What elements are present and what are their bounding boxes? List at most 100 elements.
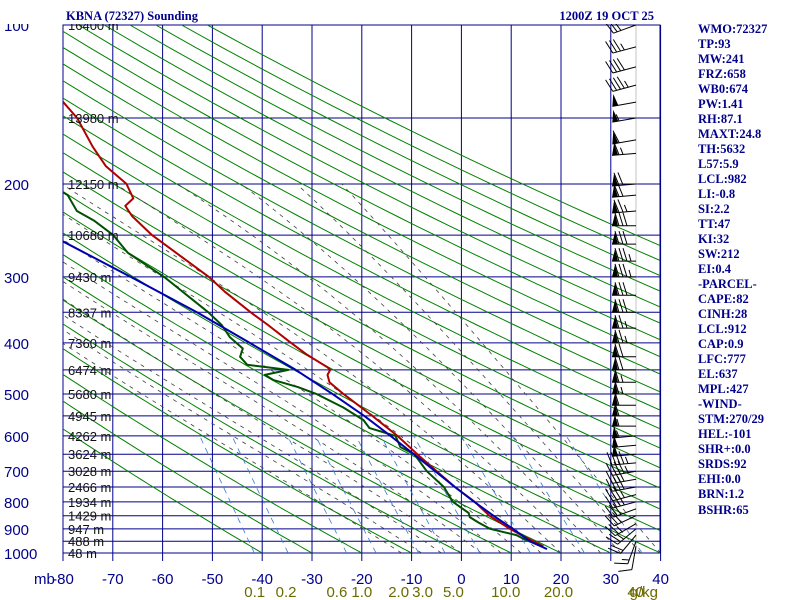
y-tick-label: 800 [4, 495, 29, 512]
wind-barb [612, 172, 637, 187]
dry-adiabat-line [129, 25, 660, 292]
stat-line: BSHR:65 [698, 502, 749, 517]
stat-line: -PARCEL- [698, 277, 757, 292]
stat-line: SRDS:92 [698, 457, 747, 472]
mixing-ratio-line [355, 435, 420, 553]
moist-adiabat-line [115, 183, 582, 553]
moist-adiabat-line [63, 281, 482, 553]
wind-barb [612, 369, 636, 383]
height-label: 6474 m [68, 363, 111, 378]
height-label: 3028 m [68, 464, 111, 479]
dry-adiabat-line [63, 171, 660, 489]
wind-barb [605, 39, 637, 54]
stat-line: SW:212 [698, 247, 740, 262]
mixing-ratio-line [287, 435, 347, 553]
stat-line: RH:87.1 [698, 112, 743, 127]
x-tick-label: -20 [351, 571, 373, 588]
height-label: 7360 m [68, 336, 111, 351]
height-label: 9430 m [68, 270, 111, 285]
stat-line: MPL:427 [698, 382, 749, 397]
stat-line: STM:270/29 [698, 412, 764, 427]
wind-barb [612, 380, 636, 395]
x-tick-label: -40 [251, 571, 273, 588]
dry-adiabat-line [63, 30, 660, 341]
wind-barb [604, 512, 637, 527]
wind-barb [612, 130, 637, 145]
stat-line: PW:1.41 [698, 97, 744, 112]
wind-barb [605, 58, 637, 74]
wind-barb [605, 486, 637, 502]
mixing-ratio-line [380, 435, 446, 553]
mixing-ratio-label: 0.1 [244, 584, 265, 600]
wind-barb [612, 109, 637, 123]
height-label: 947 m [68, 522, 104, 537]
y-tick-label: 500 [4, 387, 29, 404]
stat-line: BRN:1.2 [698, 487, 745, 502]
height-label: 4262 m [68, 429, 111, 444]
stat-line: LFC:777 [698, 352, 746, 367]
moist-adiabat-line [240, 183, 622, 553]
wind-barb [612, 263, 636, 278]
stat-line: EL:637 [698, 367, 738, 382]
mixing-ratio-label: 20.0 [544, 584, 573, 600]
stat-line: L57:5.9 [698, 157, 739, 172]
stat-line: CINH:28 [698, 307, 748, 322]
moist-adiabat-line [63, 298, 462, 553]
height-label: 13980 m [68, 111, 119, 126]
wind-barb [605, 460, 637, 476]
wind-barb [605, 528, 637, 545]
mixing-ratio-label: 10.0 [491, 584, 520, 600]
moist-adiabat-line [177, 183, 602, 553]
mixing-ratio-line [231, 435, 289, 553]
x-tick-label: -50 [202, 571, 224, 588]
wind-barb [612, 425, 637, 439]
stat-line: LCL:912 [698, 322, 747, 337]
moist-adiabat-line [341, 183, 660, 553]
wind-barb [614, 541, 637, 565]
height-label: 1429 m [68, 509, 111, 524]
stat-line: HEL:-101 [698, 427, 752, 442]
stat-line: SI:2.2 [698, 202, 730, 217]
mixing-ratio-line [315, 435, 377, 553]
height-label: 1934 m [68, 495, 111, 510]
y-tick-label: 1000 [4, 546, 37, 563]
mixing-ratio-label: 0.6 [326, 584, 347, 600]
wind-barb [607, 534, 637, 554]
mixing-ratio-line [199, 435, 255, 553]
x-unit-label: mb [34, 571, 55, 588]
stat-line: CAPE:82 [698, 292, 749, 307]
dry-adiabat-line [63, 428, 263, 553]
wind-barb [618, 545, 637, 572]
mixing-ratio-label: 5.0 [443, 584, 464, 600]
wind-barb [612, 93, 637, 107]
x-tick-label: -30 [301, 571, 323, 588]
dry-adiabat-line [63, 276, 562, 553]
dry-adiabat-line [63, 80, 660, 393]
mixing-ratio-line [460, 435, 531, 553]
stat-line: TH:5632 [698, 142, 746, 157]
stat-line: WMO:72327 [698, 22, 768, 36]
wind-barb [604, 523, 637, 537]
moist-adiabat-line [63, 261, 502, 553]
x-tick-label: 30 [602, 571, 619, 588]
stats-panel: WMO:72327 TP:93 MW:241 FRZ:658 WB0:674 PW:1.4… [698, 22, 798, 518]
wind-barb [612, 230, 636, 245]
dry-adiabat-line [63, 254, 612, 553]
wind-barb [604, 503, 637, 518]
x-tick-label: 40 [652, 571, 669, 588]
stat-line: EI:0.4 [698, 262, 731, 277]
moist-adiabat-line [63, 184, 562, 553]
height-label: 488 m [68, 534, 104, 549]
dry-adiabat-line [63, 46, 660, 358]
height-label: 4945 m [68, 409, 111, 424]
stat-line: TT:47 [698, 217, 731, 232]
wind-barb [612, 142, 637, 156]
stat-line: LCL:982 [698, 172, 747, 187]
mixing-ratio-label: 2.0 [388, 584, 409, 600]
stat-line: TP:93 [698, 37, 731, 52]
wind-barb [612, 343, 636, 358]
stat-line: CAP:0.9 [698, 337, 744, 352]
height-label: 5680 m [68, 387, 111, 402]
